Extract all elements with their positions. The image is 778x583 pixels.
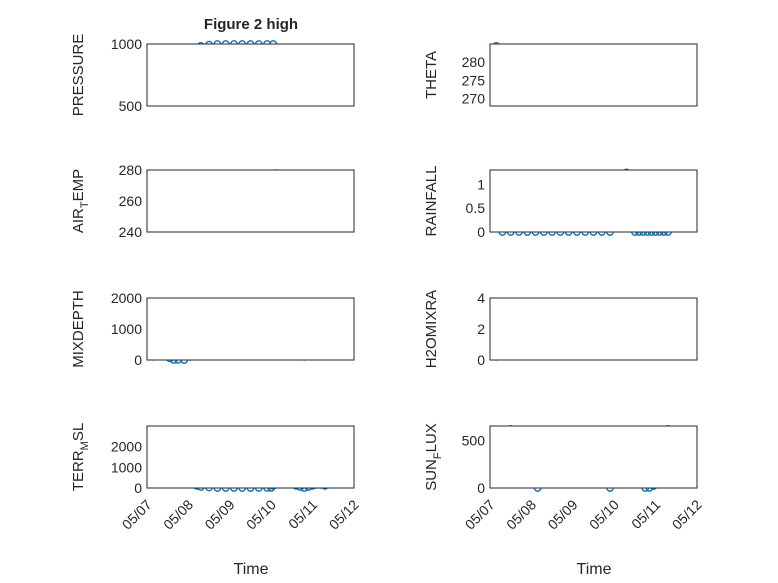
axes-frame xyxy=(146,425,355,489)
y-tick-label: 240 xyxy=(119,224,143,240)
y-axis-label: MIXDEPTH xyxy=(70,290,87,368)
panel-2: 270 275 280 THETA xyxy=(423,41,698,107)
y-tick-label: 0 xyxy=(134,480,142,496)
y-tick-label: 0 xyxy=(477,224,485,240)
y-tick-label: 1000 xyxy=(111,321,142,337)
y-axis-label: THETA xyxy=(423,51,440,99)
y-tick-label: 280 xyxy=(119,162,143,178)
panel-5: 0 1000 2000 MIXDEPTH xyxy=(70,290,355,368)
y-tick-label: 0 xyxy=(134,352,142,368)
y-tick-label: 1000 xyxy=(111,459,142,475)
panel-1: 500 1000 PRESSURE xyxy=(70,34,355,117)
y-tick-label: 2000 xyxy=(111,439,142,455)
y-tick-label: 2 xyxy=(477,321,485,337)
y-tick-label: 0 xyxy=(477,480,485,496)
axes-frame xyxy=(146,169,355,233)
y-tick-label: 500 xyxy=(119,98,143,114)
axes-frame xyxy=(146,297,355,361)
y-tick-label: 4 xyxy=(477,290,485,306)
axes-frame xyxy=(146,43,355,107)
axes-frame xyxy=(489,43,698,107)
panel-4: 0 0.5 1 RAINFALL xyxy=(423,166,698,240)
y-tick-label: 260 xyxy=(119,193,143,209)
y-axis-label: AIRTEMP xyxy=(70,169,91,233)
y-tick-label: 0.5 xyxy=(466,200,486,216)
y-tick-label: 1 xyxy=(477,176,485,192)
y-tick-label: 2000 xyxy=(111,290,142,306)
axes-frame xyxy=(489,425,698,489)
figure-title: Figure 2 high xyxy=(204,16,298,33)
y-tick-label: 500 xyxy=(462,432,486,448)
y-axis-label: RAINFALL xyxy=(423,166,440,237)
y-axis-label: SUNFLUX xyxy=(423,423,444,491)
y-axis-label: PRESSURE xyxy=(70,34,87,117)
y-tick-label: 280 xyxy=(462,54,486,70)
y-axis-label: H2OMIXRA xyxy=(423,290,440,368)
axes-frame xyxy=(489,169,698,233)
panel-6: 0 2 4 H2OMIXRA xyxy=(423,290,698,368)
y-tick-label: 275 xyxy=(462,72,486,88)
axes-frame xyxy=(489,297,698,361)
y-tick-label: 0 xyxy=(477,352,485,368)
panel-3: 240 260 280 AIRTEMP xyxy=(70,162,355,240)
x-axis-label-right: Time xyxy=(577,561,612,578)
y-tick-label: 270 xyxy=(462,91,486,107)
x-axis-label-left: Time xyxy=(234,561,269,578)
y-axis-label: TERRMSL xyxy=(70,423,91,491)
y-tick-label: 1000 xyxy=(111,36,142,52)
